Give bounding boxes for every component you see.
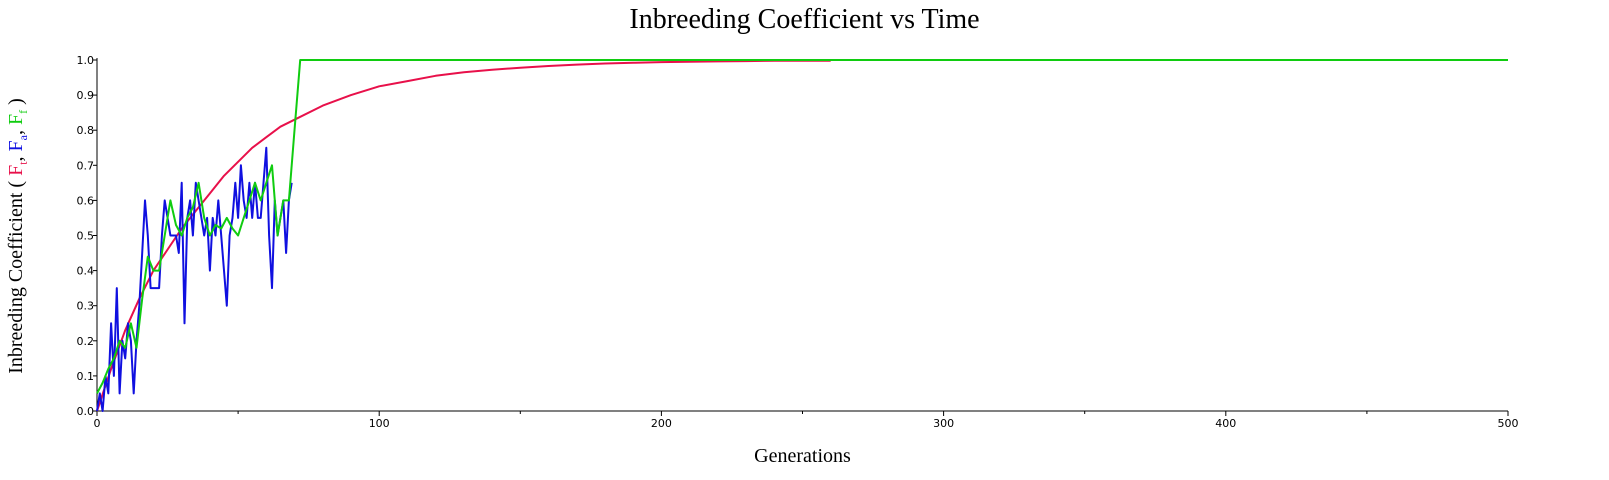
x-axis-label: Generations [754,445,851,467]
x-tick-label: 500 [1498,417,1519,430]
x-tick-label: 200 [651,417,672,430]
y-label-term-ff: Ff [5,109,30,125]
y-label-ff-sub: f [16,109,30,114]
y-tick-label: 0.7 [77,159,95,172]
y-tick-label: 0.8 [77,124,95,137]
series-line-fa [96,146,293,412]
y-tick-label: 0.4 [77,265,95,278]
x-tick-label: 100 [369,417,390,430]
y-tick-label: 0.2 [77,335,95,348]
y-tick-label: 0.0 [77,405,95,418]
y-label-fa-sub: a [16,134,30,141]
y-tick-label: 0.6 [77,194,95,207]
y-tick-label: 0.1 [77,370,95,383]
x-tick-label: 300 [933,417,954,430]
y-tick-label: 1.0 [77,54,95,67]
y-label-term-fa: Fa [5,134,30,152]
y-tick-label: 0.3 [77,300,95,313]
axes: 0.0 0.1 0.2 0.3 0.4 0.5 0.6 0.7 0.8 0.9 1.0 0 100 200… [77,54,1519,430]
y-label-prefix: Inbreeding Coefficient ( [5,175,27,374]
y-label-ff-base: F [5,113,27,125]
y-axis-label: Inbreeding Coefficient ( Ft, Fa, Ff ) [5,98,31,374]
y-tick-label: 0.5 [77,230,95,243]
y-tick-label: 0.9 [77,89,95,102]
x-tick-label: 400 [1215,417,1236,430]
y-label-fa-base: F [5,140,27,152]
series-layer [96,59,1508,412]
y-label-ft-base: F [5,164,27,176]
y-label-sep-2: , [5,124,27,135]
y-label-suffix: ) [5,98,27,110]
series-line-ff [96,59,1508,394]
chart-title: Inbreeding Coefficient vs Time [629,4,980,35]
x-tick-label: 0 [94,417,101,430]
y-label-ft-sub: t [16,161,30,165]
y-label-term-ft: Ft [5,161,30,176]
series-line-ft [96,59,831,412]
y-label-sep-1: , [5,151,27,162]
